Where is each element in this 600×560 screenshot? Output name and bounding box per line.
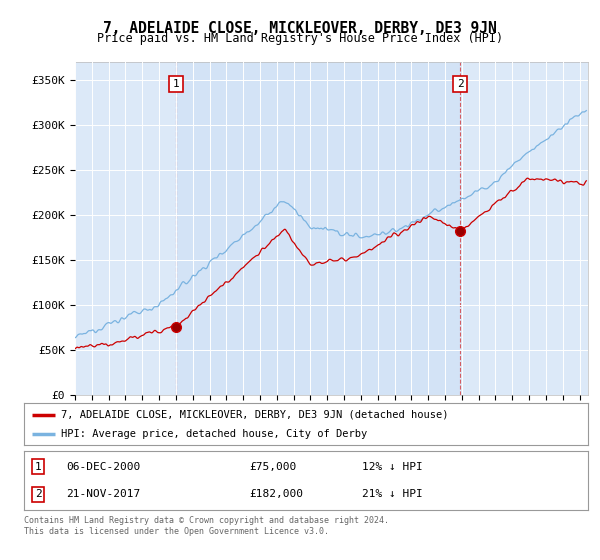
Text: 7, ADELAIDE CLOSE, MICKLEOVER, DERBY, DE3 9JN (detached house): 7, ADELAIDE CLOSE, MICKLEOVER, DERBY, DE… [61,409,448,419]
Text: 21% ↓ HPI: 21% ↓ HPI [362,489,423,500]
Text: 2: 2 [457,79,464,89]
Text: 7, ADELAIDE CLOSE, MICKLEOVER, DERBY, DE3 9JN: 7, ADELAIDE CLOSE, MICKLEOVER, DERBY, DE… [103,21,497,36]
Text: 2: 2 [35,489,41,500]
Bar [176,62,460,395]
Text: 1: 1 [173,79,179,89]
Text: Price paid vs. HM Land Registry's House Price Index (HPI): Price paid vs. HM Land Registry's House … [97,32,503,45]
Text: 06-DEC-2000: 06-DEC-2000 [66,461,140,472]
Text: £182,000: £182,000 [250,489,304,500]
Text: 1: 1 [35,461,41,472]
Text: 12% ↓ HPI: 12% ↓ HPI [362,461,423,472]
Text: £75,000: £75,000 [250,461,297,472]
Text: HPI: Average price, detached house, City of Derby: HPI: Average price, detached house, City… [61,429,367,439]
Text: Contains HM Land Registry data © Crown copyright and database right 2024.
This d: Contains HM Land Registry data © Crown c… [24,516,389,536]
Text: 21-NOV-2017: 21-NOV-2017 [66,489,140,500]
